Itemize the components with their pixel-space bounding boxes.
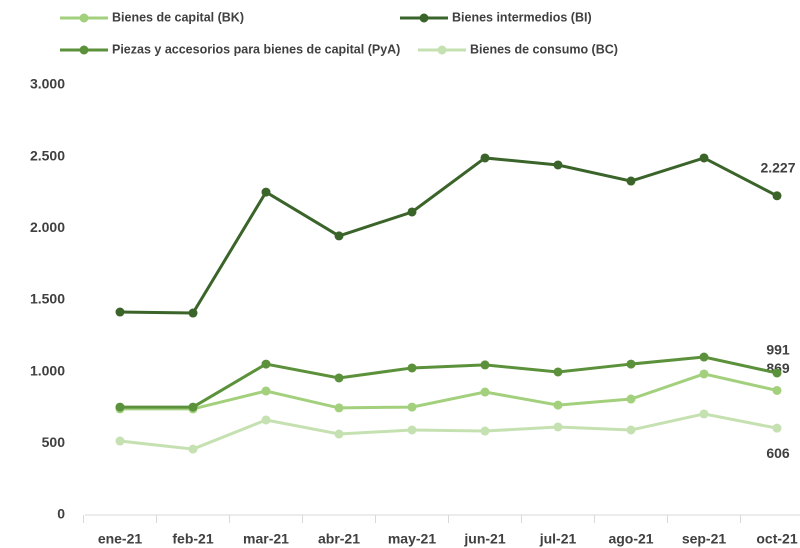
legend-label: Bienes de capital (BK) [112, 10, 244, 24]
x-tick-label: jul-21 [539, 531, 577, 547]
data-point [699, 153, 709, 163]
x-tick-label: feb-21 [172, 531, 213, 547]
data-point [626, 359, 636, 369]
legend-marker [79, 45, 89, 55]
data-point [334, 373, 344, 383]
data-point [626, 425, 636, 435]
data-point [261, 386, 271, 396]
data-point [188, 402, 198, 412]
x-tick-label: mar-21 [243, 531, 289, 547]
data-point [261, 415, 271, 425]
y-tick-label: 500 [42, 434, 66, 450]
data-point [115, 402, 125, 412]
data-point [772, 385, 782, 395]
data-point [699, 409, 709, 419]
data-point [553, 367, 563, 377]
series-line [120, 372, 778, 411]
y-tick-label: 2.500 [30, 147, 65, 163]
data-point [626, 394, 636, 404]
x-tick-label: sep-21 [682, 531, 727, 547]
data-point [553, 160, 563, 170]
data-label: 606 [766, 445, 790, 461]
legend-marker [79, 13, 89, 23]
x-tick-label: oct-21 [756, 531, 797, 547]
data-point [188, 444, 198, 454]
data-point [480, 360, 490, 370]
legend-label: Piezas y accesorios para bienes de capit… [112, 42, 400, 56]
series-line [119, 412, 778, 451]
data-point [626, 176, 636, 186]
y-tick-label: 0 [57, 506, 65, 522]
x-tick-label: may-21 [388, 531, 436, 547]
data-point [772, 191, 782, 201]
x-tick-label: jun-21 [463, 531, 505, 547]
x-tick-label: ene-21 [98, 531, 143, 547]
data-point [772, 368, 782, 378]
data-point [480, 426, 490, 436]
data-point [407, 402, 417, 412]
legend-label: Bienes intermedios (BI) [452, 10, 592, 24]
data-point [553, 422, 563, 432]
y-tick-label: 1.000 [30, 362, 65, 378]
data-point [772, 423, 782, 433]
data-label: 2.227 [760, 159, 795, 175]
data-point [480, 387, 490, 397]
data-point [699, 369, 709, 379]
data-point [261, 187, 271, 197]
series-line [120, 355, 778, 409]
data-point [334, 231, 344, 241]
data-point [407, 425, 417, 435]
data-point [699, 352, 709, 362]
y-tick-label: 1.500 [30, 291, 65, 307]
legend-marker [437, 45, 447, 55]
data-point [188, 308, 198, 318]
data-point [480, 153, 490, 163]
data-label: 991 [766, 342, 790, 358]
legend-marker [419, 13, 429, 23]
x-tick-label: ago-21 [608, 531, 653, 547]
data-point [553, 400, 563, 410]
data-point [261, 359, 271, 369]
series-line [119, 156, 778, 315]
legend-label: Bienes de consumo (BC) [470, 42, 618, 56]
y-tick-label: 2.000 [30, 219, 65, 235]
data-point [115, 307, 125, 317]
data-point [334, 403, 344, 413]
data-point [407, 363, 417, 373]
data-point [334, 429, 344, 439]
data-point [115, 436, 125, 446]
x-tick-label: abr-21 [318, 531, 360, 547]
data-point [407, 207, 417, 217]
y-tick-label: 3.000 [30, 76, 65, 92]
